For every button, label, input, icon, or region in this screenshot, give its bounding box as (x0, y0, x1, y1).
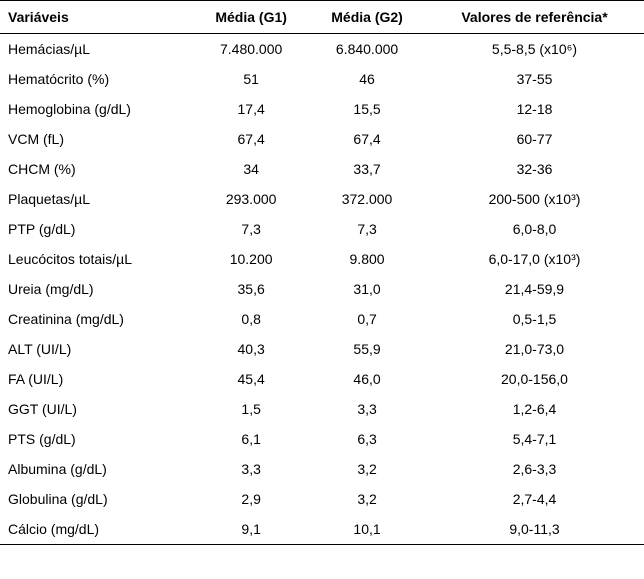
cell-media-g1: 17,4 (193, 94, 309, 124)
cell-variaveis: PTP (g/dL) (0, 214, 193, 244)
cell-media-g1: 6,1 (193, 424, 309, 454)
cell-variaveis: Hemácias/µL (0, 34, 193, 65)
table-row: Creatinina (mg/dL)0,80,70,5-1,5 (0, 304, 644, 334)
cell-variaveis: VCM (fL) (0, 124, 193, 154)
cell-media-g1: 34 (193, 154, 309, 184)
cell-media-g1: 40,3 (193, 334, 309, 364)
cell-variaveis: Hematócrito (%) (0, 64, 193, 94)
cell-media-g2: 15,5 (309, 94, 425, 124)
cell-variaveis: Ureia (mg/dL) (0, 274, 193, 304)
cell-media-g1: 293.000 (193, 184, 309, 214)
table-row: Albumina (g/dL)3,33,22,6-3,3 (0, 454, 644, 484)
cell-media-g2: 55,9 (309, 334, 425, 364)
cell-valores-ref: 37-55 (425, 64, 644, 94)
col-header-variaveis: Variáveis (0, 1, 193, 34)
cell-valores-ref: 32-36 (425, 154, 644, 184)
table-row: Hemoglobina (g/dL)17,415,512-18 (0, 94, 644, 124)
lab-results-table: Variáveis Média (G1) Média (G2) Valores … (0, 0, 644, 545)
cell-media-g2: 67,4 (309, 124, 425, 154)
table-row: CHCM (%)3433,732-36 (0, 154, 644, 184)
cell-media-g2: 31,0 (309, 274, 425, 304)
table-row: Leucócitos totais/µL10.2009.8006,0-17,0 … (0, 244, 644, 274)
cell-media-g1: 9,1 (193, 514, 309, 545)
cell-media-g1: 67,4 (193, 124, 309, 154)
cell-media-g2: 6.840.000 (309, 34, 425, 65)
cell-media-g2: 33,7 (309, 154, 425, 184)
cell-valores-ref: 20,0-156,0 (425, 364, 644, 394)
col-header-valores-ref: Valores de referência* (425, 1, 644, 34)
cell-media-g1: 3,3 (193, 454, 309, 484)
cell-valores-ref: 0,5-1,5 (425, 304, 644, 334)
cell-media-g2: 46,0 (309, 364, 425, 394)
cell-media-g2: 0,7 (309, 304, 425, 334)
cell-variaveis: Creatinina (mg/dL) (0, 304, 193, 334)
col-header-media-g1: Média (G1) (193, 1, 309, 34)
table-row: Globulina (g/dL)2,93,22,7-4,4 (0, 484, 644, 514)
cell-media-g2: 46 (309, 64, 425, 94)
cell-valores-ref: 5,5-8,5 (x10⁶) (425, 34, 644, 65)
table-row: Hematócrito (%)514637-55 (0, 64, 644, 94)
cell-variaveis: ALT (UI/L) (0, 334, 193, 364)
cell-variaveis: FA (UI/L) (0, 364, 193, 394)
col-header-media-g2: Média (G2) (309, 1, 425, 34)
cell-valores-ref: 200-500 (x10³) (425, 184, 644, 214)
cell-valores-ref: 6,0-8,0 (425, 214, 644, 244)
table-header-row: Variáveis Média (G1) Média (G2) Valores … (0, 1, 644, 34)
table-row: FA (UI/L)45,446,020,0-156,0 (0, 364, 644, 394)
cell-valores-ref: 21,0-73,0 (425, 334, 644, 364)
cell-valores-ref: 21,4-59,9 (425, 274, 644, 304)
cell-variaveis: Hemoglobina (g/dL) (0, 94, 193, 124)
table-row: Hemácias/µL7.480.0006.840.0005,5-8,5 (x1… (0, 34, 644, 65)
cell-media-g2: 6,3 (309, 424, 425, 454)
table-row: VCM (fL)67,467,460-77 (0, 124, 644, 154)
cell-media-g1: 2,9 (193, 484, 309, 514)
cell-variaveis: Albumina (g/dL) (0, 454, 193, 484)
table-row: Cálcio (mg/dL)9,110,19,0-11,3 (0, 514, 644, 545)
cell-variaveis: Leucócitos totais/µL (0, 244, 193, 274)
cell-media-g2: 10,1 (309, 514, 425, 545)
cell-media-g2: 372.000 (309, 184, 425, 214)
cell-valores-ref: 2,6-3,3 (425, 454, 644, 484)
cell-variaveis: Globulina (g/dL) (0, 484, 193, 514)
cell-valores-ref: 1,2-6,4 (425, 394, 644, 424)
cell-media-g2: 7,3 (309, 214, 425, 244)
cell-variaveis: CHCM (%) (0, 154, 193, 184)
cell-valores-ref: 12-18 (425, 94, 644, 124)
cell-media-g2: 3,2 (309, 454, 425, 484)
cell-valores-ref: 9,0-11,3 (425, 514, 644, 545)
cell-media-g1: 35,6 (193, 274, 309, 304)
cell-media-g1: 51 (193, 64, 309, 94)
table-row: Ureia (mg/dL)35,631,021,4-59,9 (0, 274, 644, 304)
cell-media-g2: 9.800 (309, 244, 425, 274)
cell-media-g1: 0,8 (193, 304, 309, 334)
cell-valores-ref: 5,4-7,1 (425, 424, 644, 454)
table-row: PTP (g/dL)7,37,36,0-8,0 (0, 214, 644, 244)
cell-variaveis: Plaquetas/µL (0, 184, 193, 214)
table-row: ALT (UI/L)40,355,921,0-73,0 (0, 334, 644, 364)
cell-media-g1: 7,3 (193, 214, 309, 244)
table-row: Plaquetas/µL293.000372.000200-500 (x10³) (0, 184, 644, 214)
cell-media-g1: 45,4 (193, 364, 309, 394)
cell-valores-ref: 6,0-17,0 (x10³) (425, 244, 644, 274)
table-row: GGT (UI/L)1,53,31,2-6,4 (0, 394, 644, 424)
cell-media-g1: 7.480.000 (193, 34, 309, 65)
cell-variaveis: GGT (UI/L) (0, 394, 193, 424)
cell-media-g2: 3,2 (309, 484, 425, 514)
cell-variaveis: PTS (g/dL) (0, 424, 193, 454)
table-row: PTS (g/dL)6,16,35,4-7,1 (0, 424, 644, 454)
cell-valores-ref: 2,7-4,4 (425, 484, 644, 514)
cell-variaveis: Cálcio (mg/dL) (0, 514, 193, 545)
cell-media-g1: 10.200 (193, 244, 309, 274)
cell-valores-ref: 60-77 (425, 124, 644, 154)
cell-media-g2: 3,3 (309, 394, 425, 424)
cell-media-g1: 1,5 (193, 394, 309, 424)
table-body: Hemácias/µL7.480.0006.840.0005,5-8,5 (x1… (0, 34, 644, 545)
